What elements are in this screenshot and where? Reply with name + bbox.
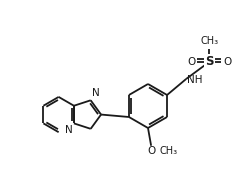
Text: S: S [205,55,213,69]
Text: N: N [65,125,73,135]
Text: CH₃: CH₃ [200,36,218,46]
Text: NH: NH [187,75,203,85]
Text: CH₃: CH₃ [159,146,177,156]
Text: N: N [92,88,99,98]
Text: O: O [223,57,232,67]
Text: O: O [147,146,155,156]
Text: O: O [187,57,195,67]
